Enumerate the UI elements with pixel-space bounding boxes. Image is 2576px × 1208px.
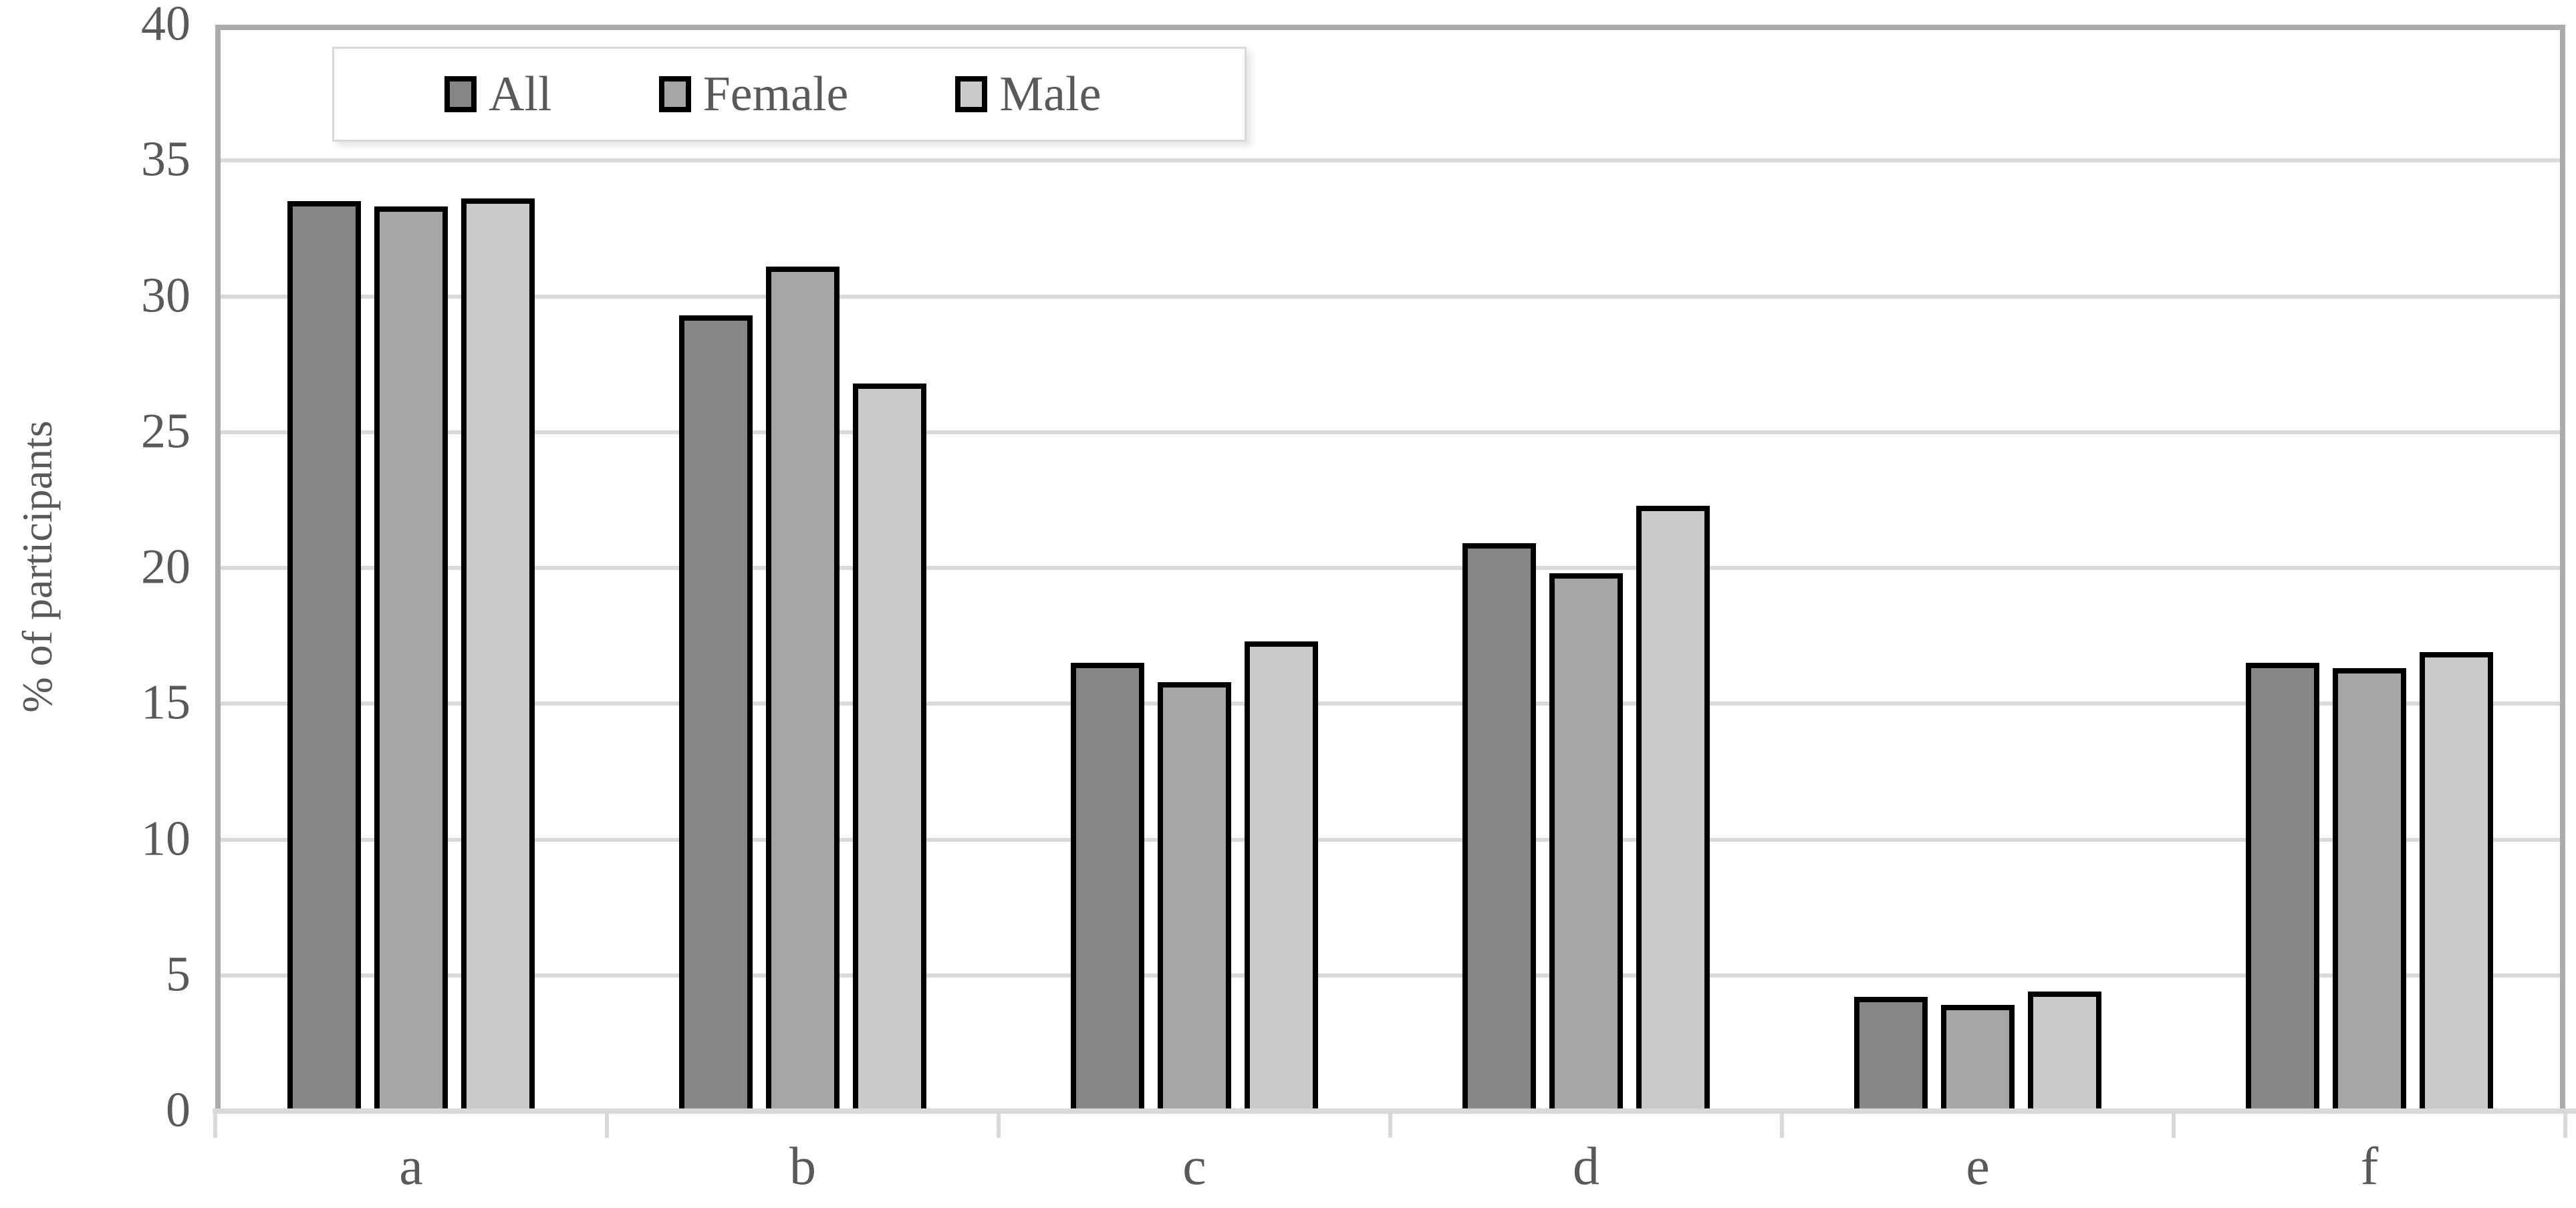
bar-d-all — [1462, 543, 1536, 1111]
gridline-10 — [221, 837, 2560, 842]
x-category-label-a: a — [399, 1137, 423, 1196]
y-tick-label-35: 35 — [141, 132, 190, 187]
bar-d-male — [1636, 505, 1710, 1111]
gridline-5 — [221, 973, 2560, 977]
bar-e-all — [1854, 997, 1928, 1111]
bar-a-female — [374, 206, 448, 1111]
bar-d-female — [1549, 573, 1623, 1111]
bar-b-all — [679, 315, 753, 1111]
gridline-20 — [221, 566, 2560, 570]
x-axis-line — [213, 1108, 2576, 1114]
legend-swatch-female — [658, 76, 691, 112]
x-category-label-c: c — [1182, 1137, 1206, 1196]
gridline-35 — [221, 158, 2560, 163]
bar-b-male — [853, 383, 926, 1111]
bar-e-female — [1941, 1005, 2015, 1111]
x-axis-tick-6 — [2563, 1111, 2567, 1138]
y-tick-label-40: 40 — [141, 0, 190, 51]
bar-c-male — [1245, 641, 1318, 1111]
bar-f-all — [2246, 663, 2319, 1111]
x-category-label-d: d — [1573, 1137, 1599, 1196]
legend-item-male: Male — [955, 69, 1101, 119]
plot-area — [215, 25, 2565, 1111]
x-category-label-f: f — [2360, 1137, 2379, 1196]
bar-b-female — [766, 266, 840, 1111]
gridline-30 — [221, 294, 2560, 299]
y-tick-label-5: 5 — [166, 947, 190, 1002]
gridline-15 — [221, 702, 2560, 706]
legend-item-female: Female — [658, 67, 849, 122]
bar-c-female — [1158, 682, 1231, 1111]
bar-c-all — [1071, 663, 1144, 1111]
y-tick-label-20: 20 — [141, 539, 190, 595]
legend: All Female Male — [332, 47, 1247, 142]
x-axis-tick-5 — [2172, 1111, 2176, 1138]
y-tick-label-30: 30 — [141, 268, 190, 323]
x-category-label-e: e — [1966, 1137, 1990, 1196]
legend-label-male: Male — [999, 67, 1102, 122]
legend-swatch-male — [955, 76, 988, 112]
gridline-25 — [221, 430, 2560, 434]
bar-e-male — [2028, 992, 2101, 1111]
y-tick-label-25: 25 — [141, 404, 190, 459]
legend-label-female: Female — [702, 67, 849, 122]
bar-a-male — [461, 198, 535, 1111]
y-tick-label-0: 0 — [166, 1082, 190, 1138]
y-tick-label-15: 15 — [141, 675, 190, 730]
x-axis-tick-4 — [1780, 1111, 1784, 1138]
legend-item-all: All — [444, 69, 552, 119]
legend-swatch-all — [444, 76, 477, 112]
x-axis-tick-3 — [1388, 1111, 1392, 1138]
x-axis-tick-0 — [213, 1111, 217, 1138]
bar-f-female — [2333, 668, 2406, 1111]
bar-a-all — [287, 201, 361, 1111]
y-tick-label-10: 10 — [141, 811, 190, 867]
x-category-label-b: b — [789, 1137, 816, 1196]
bar-f-male — [2420, 652, 2493, 1111]
x-axis-tick-1 — [605, 1111, 609, 1138]
x-axis-tick-2 — [997, 1111, 1001, 1138]
legend-label-all: All — [489, 67, 552, 122]
